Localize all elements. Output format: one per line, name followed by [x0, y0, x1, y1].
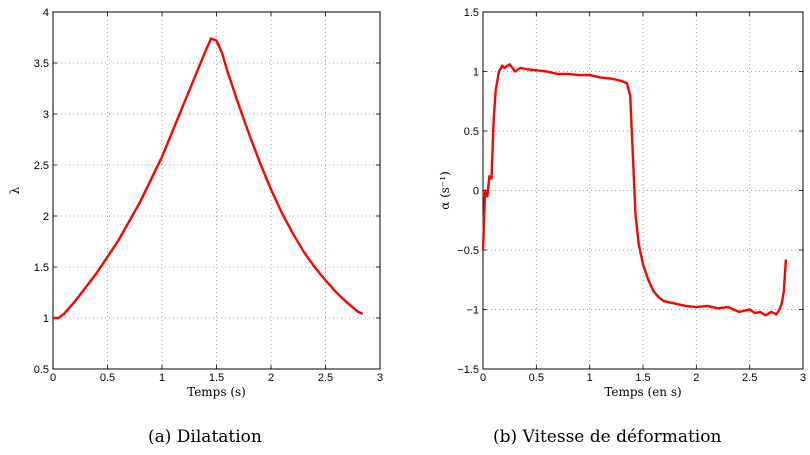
caption-vitesse-deformation: (b) Vitesse de déformation: [493, 427, 722, 447]
y-tick-label: −0.5: [457, 245, 479, 257]
x-tick-label: 2.5: [742, 372, 757, 384]
x-tick-label: 2: [693, 372, 699, 384]
x-tick-label: 0: [50, 372, 56, 384]
y-tick-label: 1: [43, 313, 49, 325]
y-tick-label: 0: [473, 186, 479, 198]
data-series-line: [53, 37, 364, 320]
x-tick-label: 1: [587, 372, 593, 384]
y-tick-label: 4: [43, 7, 49, 19]
y-tick-label: 3.5: [34, 58, 49, 70]
x-tick-label: 0.5: [529, 372, 544, 384]
y-tick-label: −1.5: [457, 364, 479, 376]
caption-dilatation: (a) Dilatation: [148, 427, 262, 447]
data-series-line: [481, 63, 788, 317]
y-tick-label: −1: [466, 305, 479, 317]
y-tick-label: 1: [473, 67, 479, 79]
x-tick-label: 3: [377, 372, 383, 384]
x-tick-label: 1: [159, 372, 165, 384]
y-tick-label: 3: [43, 109, 49, 121]
y-tick-label: 0.5: [34, 364, 49, 376]
x-tick-label: 2.5: [318, 372, 333, 384]
y-tick-label: 1.5: [34, 262, 49, 274]
x-tick-label: 2: [268, 372, 274, 384]
x-tick-label: 0.5: [100, 372, 115, 384]
x-axis-label: Temps (en s): [604, 385, 681, 399]
y-axis-label: α (s⁻¹): [438, 171, 452, 210]
y-tick-label: 0.5: [464, 126, 479, 138]
y-axis-label: λ: [8, 186, 22, 194]
y-tick-label: 2: [43, 211, 49, 223]
x-axis-label: Temps (s): [187, 385, 246, 399]
x-tick-label: 1.5: [209, 372, 224, 384]
x-tick-label: 1.5: [635, 372, 650, 384]
x-tick-label: 3: [800, 372, 806, 384]
x-tick-label: 0: [480, 372, 486, 384]
plot-frame: [52, 11, 381, 370]
y-tick-label: 1.5: [464, 7, 479, 19]
y-tick-label: 2.5: [34, 160, 49, 172]
